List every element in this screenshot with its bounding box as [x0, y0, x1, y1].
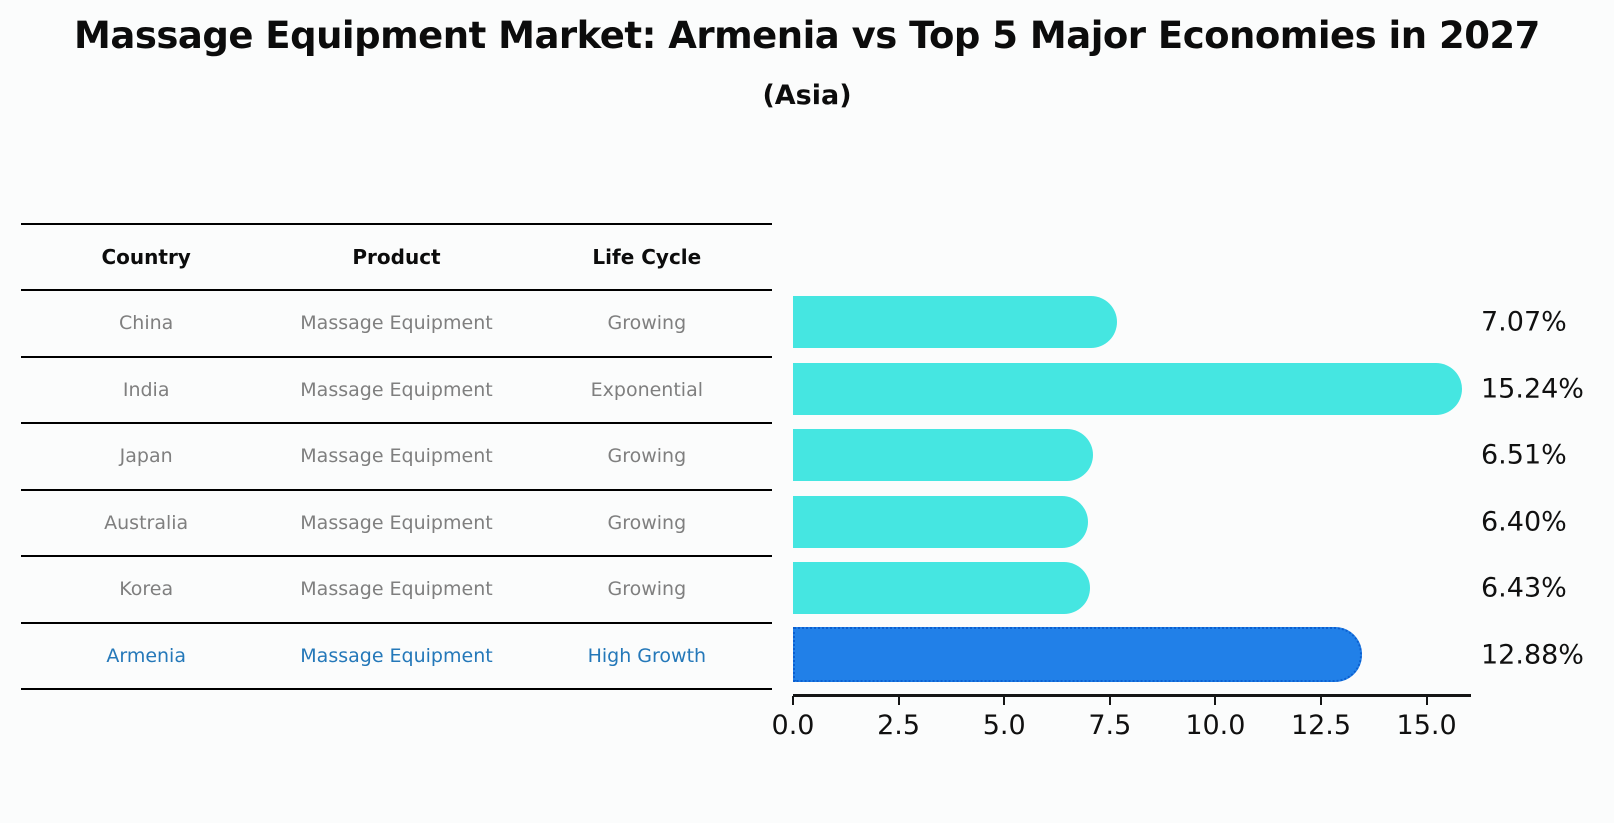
- table-row-japan: Japan Massage Equipment Growing: [21, 424, 772, 491]
- tick-label: 15.0: [1396, 710, 1457, 741]
- tick-mark: [1003, 696, 1006, 705]
- life-cycle-cell: Growing: [607, 312, 687, 335]
- bar-japan: [793, 429, 1093, 481]
- product-cell: Massage Equipment: [300, 378, 493, 401]
- bar-row-korea: 6.43%: [793, 555, 1567, 622]
- table-row-china: China Massage Equipment Growing: [21, 291, 772, 358]
- bar-row-india: 15.24%: [793, 356, 1584, 423]
- tick-mark: [897, 696, 900, 705]
- column-header-product: Product: [352, 245, 441, 269]
- tick-mark: [1320, 696, 1322, 705]
- country-cell: Armenia: [106, 644, 186, 667]
- product-cell: Massage Equipment: [300, 312, 493, 335]
- country-cell: Australia: [104, 511, 189, 534]
- tick-mark: [792, 696, 794, 705]
- value-label-india: 15.24%: [1481, 373, 1584, 405]
- value-label-korea: 6.43%: [1481, 572, 1567, 604]
- tick-mark: [1108, 696, 1111, 705]
- bar-australia: [793, 495, 1089, 548]
- table-row-australia: Australia Massage Equipment Growing: [21, 491, 772, 557]
- tick-label: 10.0: [1185, 710, 1246, 741]
- bar-row-armenia: 12.88%: [793, 622, 1584, 689]
- value-label-china: 7.07%: [1481, 306, 1567, 338]
- x-axis: 0.0 2.5 5.0 7.5 10.0 12.5 15.0: [772, 694, 1471, 754]
- tick-label: 0.0: [771, 710, 815, 741]
- country-cell: India: [122, 378, 170, 401]
- chart-title: Massage Equipment Market: Armenia vs Top…: [74, 14, 1540, 57]
- life-cycle-cell: Exponential: [590, 378, 703, 401]
- value-label-armenia: 12.88%: [1481, 639, 1584, 671]
- bar-row-japan: 6.51%: [793, 422, 1567, 489]
- country-cell: Korea: [119, 578, 174, 601]
- bar-row-australia: 6.40%: [793, 489, 1567, 556]
- table-row-armenia: Armenia Massage Equipment High Growth: [21, 624, 772, 690]
- column-header-life-cycle: Life Cycle: [592, 245, 702, 269]
- product-cell: Massage Equipment: [300, 578, 493, 601]
- bar-row-china: 7.07%: [793, 289, 1567, 356]
- tick-label: 5.0: [982, 710, 1026, 741]
- life-cycle-cell: Growing: [607, 445, 687, 468]
- bar-korea: [793, 562, 1090, 614]
- tick-mark: [1425, 696, 1428, 705]
- bar-armenia-highlighted: [793, 626, 1363, 682]
- life-cycle-cell: High Growth: [587, 644, 707, 667]
- chart-subtitle: (Asia): [762, 80, 852, 111]
- table-row-india: India Massage Equipment Exponential: [21, 358, 772, 424]
- life-cycle-cell: Growing: [607, 578, 687, 601]
- table-header-row: Country Product Life Cycle: [21, 225, 772, 291]
- country-cell: China: [119, 312, 174, 335]
- product-cell: Massage Equipment: [300, 511, 493, 534]
- tick-label: 7.5: [1088, 710, 1132, 741]
- bar-plot: 7.07% 15.24% 6.51% 6.40% 6.43% 12.88%: [793, 289, 1584, 689]
- tick-label: 12.5: [1290, 710, 1352, 741]
- bar-china: [793, 296, 1117, 348]
- value-label-australia: 6.40%: [1481, 506, 1567, 538]
- tick-mark: [1214, 696, 1217, 705]
- product-cell: Massage Equipment: [300, 445, 493, 468]
- country-table: Country Product Life Cycle China Massage…: [21, 223, 772, 690]
- x-axis-line: [793, 694, 1471, 697]
- column-header-country: Country: [101, 245, 191, 269]
- bar-india: [793, 362, 1462, 415]
- value-label-japan: 6.51%: [1481, 439, 1567, 471]
- tick-label: 2.5: [877, 710, 921, 741]
- table-row-korea: Korea Massage Equipment Growing: [21, 557, 772, 624]
- life-cycle-cell: Growing: [607, 511, 687, 534]
- product-cell: Massage Equipment: [300, 644, 493, 667]
- country-cell: Japan: [119, 445, 173, 468]
